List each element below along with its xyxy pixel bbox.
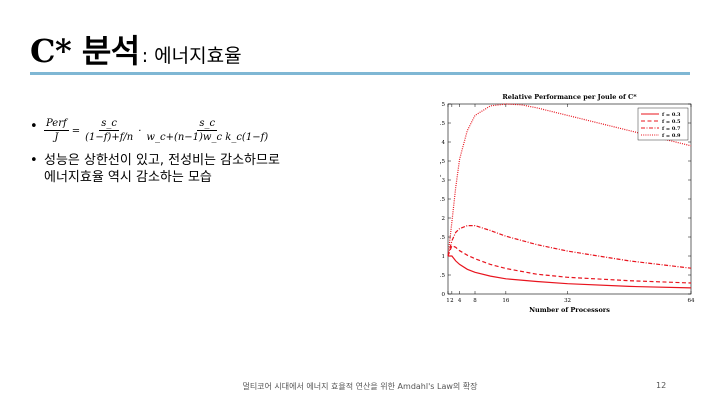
series-line-f2 bbox=[447, 225, 692, 269]
bullet-conclusion: • 성능은 상한선이 있고, 전성비는 감소하므로 에너지효율 역시 감소하는 … bbox=[30, 152, 410, 186]
formula-fraction-2: s_c w_c+(n−1)w_c k_c(1−f) bbox=[144, 118, 270, 144]
x-tick-label: 16 bbox=[502, 298, 509, 304]
legend-label: f = 0.7 bbox=[662, 126, 681, 132]
y-tick-label: 4.5 bbox=[440, 121, 445, 127]
y-tick-label: 3.5 bbox=[440, 159, 445, 165]
chart-svg: Relative Performance per Joule of C* Numb… bbox=[440, 93, 695, 314]
y-tick-label: 3 bbox=[442, 178, 446, 184]
bullet-dot-icon: • bbox=[30, 119, 38, 134]
y-tick-label: 5 bbox=[442, 102, 446, 108]
x-tick-label: 64 bbox=[688, 298, 695, 304]
bullet-list: • Perf J = s_c (1−f)+f/n · s_c w_c+(n−1)… bbox=[30, 118, 410, 194]
f2-denominator: w_c+(n−1)w_c k_c(1−f) bbox=[146, 132, 269, 143]
y-tick-label: 2 bbox=[442, 216, 446, 222]
x-tick-label: 4 bbox=[458, 298, 462, 304]
bullet-conclusion-text: 성능은 상한선이 있고, 전성비는 감소하므로 에너지효율 역시 감소하는 모습 bbox=[44, 153, 280, 185]
lhs-denominator: J bbox=[54, 132, 59, 143]
f1-numerator: s_c bbox=[99, 118, 120, 131]
legend-label: f = 0.3 bbox=[662, 112, 681, 118]
y-tick-label: 1 bbox=[442, 254, 446, 260]
y-tick-label: 2.5 bbox=[440, 197, 445, 203]
x-tick-label: 8 bbox=[473, 298, 477, 304]
series-line-f1 bbox=[447, 244, 692, 284]
x-tick-label: 2 bbox=[450, 298, 454, 304]
formula-dot: · bbox=[138, 125, 142, 137]
lhs-numerator: Perf bbox=[44, 118, 69, 131]
title-main: C* 분석 bbox=[30, 32, 140, 70]
x-tick-label: 32 bbox=[564, 298, 571, 304]
energy-formula: Perf J = s_c (1−f)+f/n · s_c w_c+(n−1)w_… bbox=[44, 118, 410, 144]
slide-title: C* 분석: 에너지효율 bbox=[30, 26, 242, 70]
bullet-dot-icon: • bbox=[30, 153, 38, 168]
chart-title: Relative Performance per Joule of C* bbox=[502, 93, 637, 101]
f1-denominator: (1−f)+f/n bbox=[85, 132, 134, 143]
performance-per-joule-chart: Relative Performance per Joule of C* Numb… bbox=[440, 86, 710, 322]
page-number: 12 bbox=[656, 381, 667, 390]
f2-numerator: s_c bbox=[197, 118, 218, 131]
legend-label: f = 0.9 bbox=[662, 133, 681, 139]
legend-label: f = 0.5 bbox=[662, 119, 681, 125]
y-tick-label: 4 bbox=[442, 140, 446, 146]
x-tick-label: 1 bbox=[446, 298, 450, 304]
bullet-formula: • Perf J = s_c (1−f)+f/n · s_c w_c+(n−1)… bbox=[30, 118, 410, 144]
formula-lhs: Perf J bbox=[44, 118, 69, 144]
legend-box bbox=[637, 107, 689, 141]
title-underline bbox=[30, 72, 690, 75]
title-sub: : 에너지효율 bbox=[141, 45, 242, 67]
formula-fraction-1: s_c (1−f)+f/n bbox=[83, 118, 135, 144]
formula-equals: = bbox=[71, 125, 81, 137]
y-tick-label: 1.5 bbox=[440, 235, 445, 241]
y-tick-label: 0 bbox=[442, 292, 446, 298]
footer-text: 멀티코어 시대에서 에너지 효율적 연산을 위한 Amdahl's Law의 확… bbox=[242, 382, 478, 391]
x-axis-label: Number of Processors bbox=[529, 306, 610, 314]
y-axis-label: Relative Performance per Joule bbox=[440, 146, 441, 251]
y-tick-label: 0.5 bbox=[440, 273, 445, 279]
series-line-f0 bbox=[448, 255, 692, 289]
